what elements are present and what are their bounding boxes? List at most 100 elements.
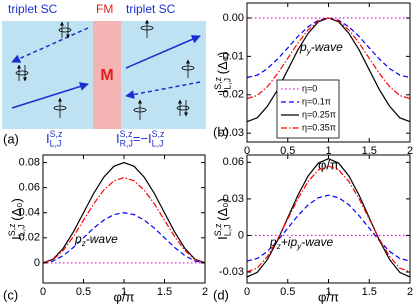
y-axis-label: IS,zL,J (Δ₀) [213,52,233,94]
panel-label: (c) [3,287,18,302]
x-tick-label: 0.5 [76,286,91,298]
legend-label: η=0 [302,83,317,93]
diagram: triplet SC FM triplet SC M (a) IS,z L,J I… [2,2,206,149]
x-tick-label: 0 [244,286,250,298]
text-part: I [215,90,230,94]
y-axis-label: IS,zL,J (Δ₀) [213,198,233,240]
curve [43,161,205,264]
x-tick-label: 0 [40,286,46,298]
x-tick-label: 2 [407,286,413,298]
plot-frame [246,154,411,284]
text-part: (Δ₀) [215,52,230,78]
text-part: p [299,40,307,54]
x-tick-label: 2 [202,286,208,298]
curve [43,212,205,264]
text-part: +ip [281,235,298,249]
text-part: y [296,242,302,251]
panel-label: (d) [213,287,229,302]
y-axis-label: IS,zL,J (Δ₀) [7,198,27,240]
y-tick-label: -0.03 [219,266,244,278]
curve [247,17,410,100]
left-label: triplet SC [8,2,58,16]
text-part: (Δ₀) [9,198,24,224]
chart: 0 0.5 1 1.5 2 -0.03 -0.02 -0.01 0.00 φ/π IS,zL,J (… [213,2,413,172]
fm-region [93,21,121,129]
text-part: S,z [213,77,223,90]
text-part: I [116,131,120,146]
y-tick-label: 0 [238,229,244,241]
text-part: I [9,236,24,240]
text-part: L,J [152,139,164,149]
curve [247,158,410,278]
legend-label: η=0.25π [302,109,336,119]
text-part: z [81,239,86,248]
text-part: L,J [223,78,233,90]
x-axis-label: φ/π [318,157,339,172]
y-tick-label: -0.02 [219,89,244,101]
chart: 0 0.5 1 1.5 2 0 0.02 0.04 0.06 0.08 φ/π IS,zL,J (Δ₀… [3,154,208,304]
text-part: -wave [311,40,343,54]
text-part: I [215,236,230,240]
y-tick-label: 0.00 [223,12,244,24]
y-tick-label: 0.06 [19,182,40,194]
text-part: S,z [213,223,223,236]
x-axis-label: φ/π [113,289,134,304]
legend-label: η=0.1π [302,96,331,106]
text-part: S,z [7,223,17,236]
text-part: R,J [120,139,133,149]
y-tick-label: 0 [34,257,40,269]
x-tick-label: 1 [121,286,127,298]
text-part: y [306,47,312,56]
y-tick-label: 0.06 [223,156,244,168]
text-part: p [269,235,277,249]
y-tick-label: 0.03 [223,193,244,205]
curve [43,176,205,264]
text-part: L,J [50,139,62,149]
x-tick-label: 1 [325,145,331,157]
text-part: L,J [17,224,27,236]
curve [247,165,410,273]
y-tick-label: 0.02 [19,232,40,244]
y-tick-label: 0.04 [19,207,40,219]
x-tick-label: 2 [407,145,413,157]
text-part: -wave [86,232,118,246]
x-tick-label: 0.5 [280,286,295,298]
x-tick-label: 1.5 [157,286,172,298]
magnet-label: M [100,67,113,84]
x-tick-label: 1.5 [362,145,377,157]
plot-frame [42,154,206,284]
panel-label: (b) [213,124,229,139]
text-part: I [46,131,50,146]
text-part: S,z [50,129,63,139]
annotation: pz-wave [74,232,118,248]
y-tick-label: -0.01 [219,50,244,62]
text-part: S,z [152,129,165,139]
legend-label: η=0.35π [302,122,336,132]
annotation: pz+ipy-wave [269,235,334,251]
x-tick-label: 0 [244,145,250,157]
text-part: -wave [301,235,333,249]
x-tick-label: 0.5 [280,145,295,157]
spin-icons [15,19,195,120]
panel-label: (a) [3,131,19,146]
x-tick-label: 1 [325,286,331,298]
y-tick-label: 0.08 [19,156,40,168]
y-tick-label: -0.03 [219,127,244,139]
incident-arrow [11,82,89,109]
text-part: S,z [120,129,133,139]
text-part: (Δ₀) [215,198,230,224]
annotation: py-wave [299,40,343,56]
text-part: p [74,232,82,246]
reflected-arrow [125,81,201,99]
transmitted-arrow [125,35,201,69]
right-label: triplet SC [126,2,176,16]
legend-box [276,79,340,139]
x-axis-label: φ/π [318,289,339,304]
current-right: IS,z R,J=−IS,z L,J [116,129,164,149]
text-part: L,J [223,224,233,236]
text-part: =−I [133,131,152,146]
text-part: z [276,242,281,251]
